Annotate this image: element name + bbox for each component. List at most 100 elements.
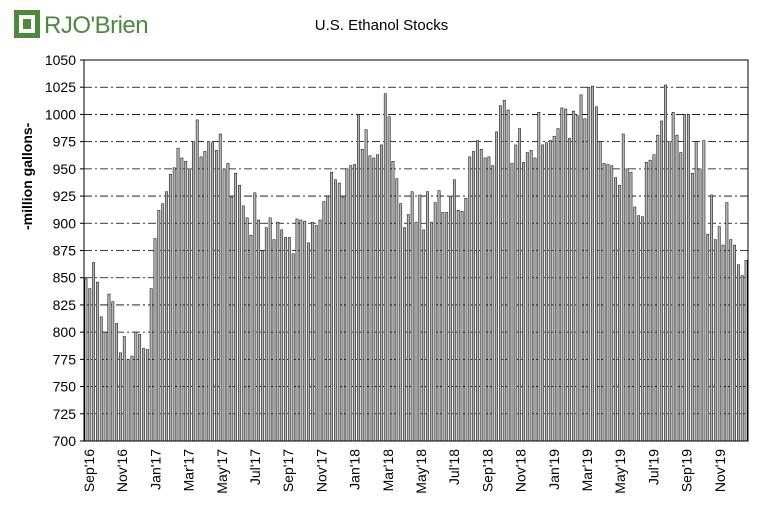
- bar: [126, 359, 130, 442]
- bar: [460, 211, 464, 442]
- bar: [222, 168, 226, 442]
- bar: [637, 215, 641, 442]
- bar: [518, 128, 522, 442]
- bar: [318, 219, 322, 442]
- bar: [556, 128, 560, 442]
- bar: [184, 160, 188, 442]
- bar: [257, 219, 261, 442]
- bar: [138, 334, 142, 442]
- x-tick-label: Nov'16: [114, 449, 130, 492]
- chart-title: U.S. Ethanol Stocks: [314, 17, 449, 34]
- x-tick-label: Sep'19: [679, 449, 695, 492]
- bar: [510, 163, 514, 442]
- bar: [268, 217, 272, 442]
- y-tick-label: 975: [53, 134, 77, 150]
- x-tick-label: Nov'19: [712, 449, 728, 492]
- bar: [529, 150, 533, 442]
- bar: [345, 168, 349, 442]
- bar: [525, 152, 529, 442]
- x-tick-label: May'17: [214, 449, 230, 494]
- bar: [464, 198, 468, 442]
- bar: [618, 184, 621, 442]
- x-tick-label: May'18: [413, 449, 429, 494]
- bar: [625, 168, 629, 442]
- bar: [568, 138, 571, 442]
- bar: [334, 179, 337, 442]
- bar: [437, 190, 441, 442]
- y-tick-label: 725: [53, 406, 77, 422]
- bar: [579, 94, 583, 442]
- bar: [729, 239, 733, 442]
- x-tick-label: Jan'19: [546, 449, 562, 490]
- bar: [153, 238, 157, 442]
- y-tick-label: 925: [53, 188, 77, 204]
- bar: [414, 221, 418, 442]
- bar: [168, 174, 172, 442]
- bar: [502, 100, 506, 442]
- y-tick-label: 950: [53, 161, 77, 177]
- bar: [506, 109, 510, 442]
- x-tick-label: Sep'18: [479, 449, 495, 492]
- bar: [483, 157, 487, 442]
- bar: [341, 196, 345, 442]
- bar: [633, 206, 637, 442]
- bar: [545, 142, 548, 442]
- bar: [422, 229, 426, 442]
- bar: [245, 217, 249, 442]
- bar: [706, 233, 710, 442]
- bar: [664, 84, 667, 442]
- logo-text: RJO'Brien: [44, 12, 149, 39]
- bar: [591, 85, 594, 442]
- bar: [476, 140, 479, 442]
- bar: [364, 129, 368, 442]
- bar: [629, 171, 633, 442]
- x-tick-label: Nov'17: [313, 449, 329, 492]
- bar: [610, 165, 614, 442]
- bar: [357, 114, 360, 442]
- bar: [667, 141, 671, 442]
- bar: [211, 142, 214, 442]
- y-tick-labels: 700 725 750 775 800 825 850 875 900 925 950 975 1000…: [45, 52, 84, 449]
- x-tick-labels: Sep'16 Nov'16 Jan'17 Mar'17 May'17 Jul'17 Sep'…: [81, 449, 728, 494]
- bar: [679, 152, 683, 442]
- bar: [165, 191, 168, 442]
- x-tick-label: Jul'19: [645, 449, 661, 485]
- bar: [310, 221, 314, 442]
- bar: [330, 171, 333, 442]
- bar: [387, 116, 391, 442]
- bar: [149, 288, 153, 442]
- bar: [353, 164, 356, 442]
- bar: [122, 336, 126, 442]
- bar: [552, 135, 556, 442]
- bar: [191, 141, 195, 442]
- bar: [176, 147, 180, 442]
- bar: [195, 119, 199, 442]
- bar: [441, 212, 445, 442]
- bar: [326, 195, 330, 442]
- bar: [702, 140, 706, 442]
- bar: [307, 242, 310, 442]
- bar: [172, 167, 176, 442]
- bar: [656, 134, 660, 442]
- bar: [499, 105, 502, 442]
- bar: [261, 250, 264, 442]
- y-tick-label: 700: [53, 433, 77, 449]
- bar: [541, 144, 545, 442]
- bar: [249, 235, 253, 442]
- bar: [675, 134, 679, 442]
- x-tick-label: May'19: [612, 449, 628, 494]
- bar: [115, 323, 119, 442]
- bar: [725, 202, 729, 442]
- bar: [740, 275, 744, 442]
- bar: [96, 281, 99, 442]
- y-tick-label: 850: [53, 270, 77, 286]
- bar: [383, 93, 387, 442]
- x-tick-label: Mar'18: [380, 449, 396, 492]
- bar: [241, 205, 245, 442]
- bar: [694, 141, 698, 442]
- bar: [314, 225, 318, 442]
- bar: [399, 203, 403, 442]
- bar: [145, 349, 149, 442]
- bar: [299, 219, 303, 442]
- y-tick-label: 900: [53, 215, 77, 231]
